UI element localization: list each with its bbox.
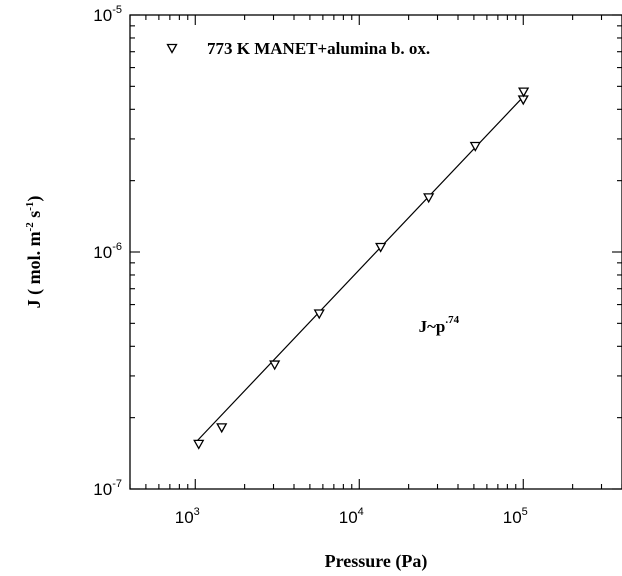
x-tick-label: 105 — [503, 506, 528, 527]
fit-annotation-exponent: .74 — [445, 314, 459, 326]
x-tick-label: 103 — [175, 506, 200, 527]
y-tick-label-base: 10 — [93, 243, 112, 262]
legend-marker — [166, 43, 178, 54]
x-tick-label-base: 10 — [175, 508, 194, 527]
y-tick-label-exponent: -5 — [112, 4, 122, 16]
y-axis-title-prefix: J ( mol. m — [24, 231, 45, 308]
data-point — [313, 309, 325, 320]
fit-line — [196, 95, 525, 442]
data-point — [193, 439, 205, 450]
y-tick-label: 10-5 — [93, 4, 122, 25]
fit-annotation-base: J~p — [419, 317, 446, 336]
y-axis-title-sup1: -2 — [24, 222, 36, 232]
y-axis-title-suffix: ) — [24, 196, 45, 202]
x-tick-label-base: 10 — [503, 508, 522, 527]
data-point — [518, 87, 530, 98]
y-axis-title: J ( mol. m-2 s-1) — [24, 196, 45, 309]
x-tick-label-exponent: 4 — [358, 506, 364, 518]
y-axis-title-sup2: -1 — [24, 202, 36, 211]
fit-line-group — [196, 95, 525, 442]
fit-annotation: J~p.74 — [419, 314, 460, 336]
y-tick-label-base: 10 — [93, 6, 112, 25]
data-point — [269, 360, 281, 371]
axis-ticks — [129, 14, 622, 490]
data-point — [469, 141, 481, 152]
y-tick-label-exponent: -7 — [112, 478, 122, 490]
y-tick-label: 10-6 — [93, 241, 122, 262]
y-tick-label-base: 10 — [93, 480, 112, 499]
x-tick-label-exponent: 3 — [194, 506, 200, 518]
legend: 773 K MANET+alumina b. ox. — [166, 39, 430, 58]
data-point — [423, 193, 435, 204]
x-tick-label: 104 — [339, 506, 364, 527]
data-point — [216, 423, 228, 434]
legend-label: 773 K MANET+alumina b. ox. — [207, 39, 430, 58]
data-points — [193, 87, 530, 450]
y-tick-label-exponent: -6 — [112, 241, 122, 253]
x-tick-label-exponent: 5 — [522, 506, 528, 518]
y-axis-title-middle: s — [24, 211, 44, 223]
x-axis-title: Pressure (Pa) — [325, 551, 428, 572]
data-point — [375, 242, 387, 253]
x-tick-label-base: 10 — [339, 508, 358, 527]
y-tick-label: 10-7 — [93, 478, 122, 499]
